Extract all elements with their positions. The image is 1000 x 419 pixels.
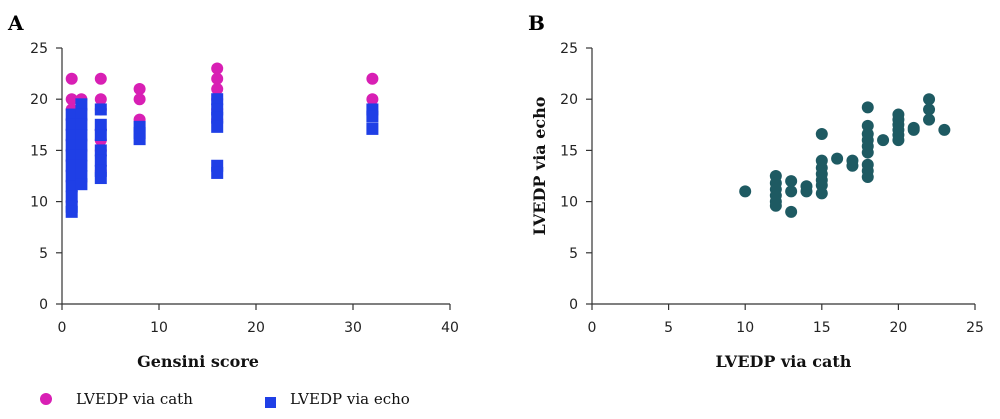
panel-b-y-tick-label: 0 [569, 297, 578, 313]
panel-b-x-tick-label: 0 [588, 320, 597, 336]
panel-a-point-lvedp-via-cath [211, 82, 224, 95]
panel-a-point-lvedp-via-cath [65, 72, 78, 85]
panel-b-point-series-0 [800, 185, 813, 198]
panel-b-point-series-0 [877, 134, 890, 147]
panel-a-point-lvedp-via-echo [366, 122, 379, 135]
panel-b-point-series-0 [892, 134, 905, 147]
panel-b-point-series-0 [785, 185, 798, 198]
panel-a-x-tick-label: 40 [441, 320, 459, 336]
panel-b-point-series-0 [769, 199, 782, 212]
panel-a-point-lvedp-via-echo [65, 108, 78, 121]
panel-a-point-lvedp-via-echo [65, 129, 78, 142]
panel-a-point-lvedp-via-cath [94, 72, 107, 85]
panel-b-y-tick-label: 15 [560, 143, 578, 159]
panel-a-point-lvedp-via-echo [75, 98, 88, 111]
legend-echo-marker [265, 397, 276, 408]
panel-b-x-axis-title: LVEDP via cath [716, 352, 852, 371]
panel-b-point-series-0 [785, 205, 798, 218]
panel-a-point-lvedp-via-echo [133, 133, 146, 146]
panel-b-point-series-0 [861, 101, 874, 114]
panel-b-x-tick-label: 20 [889, 320, 907, 336]
panel-b-point-series-0 [831, 152, 844, 165]
legend-cath-label: LVEDP via cath [76, 390, 193, 408]
panel-a-y-tick-label: 10 [30, 195, 48, 211]
panel-a-point-lvedp-via-cath [211, 72, 224, 85]
panel-a-point-lvedp-via-echo [65, 190, 78, 203]
panel-b-point-series-0 [923, 93, 936, 106]
panel-a-point-lvedp-via-echo [211, 93, 224, 106]
panel-a-point-lvedp-via-echo [65, 149, 78, 162]
panel-a-point-lvedp-via-echo [65, 159, 78, 172]
panel-a-y-tick-label: 15 [30, 143, 48, 159]
panel-a-y-tick-label: 25 [30, 41, 48, 57]
panel-a-point-lvedp-via-echo [211, 166, 224, 179]
panel-a-letter: A [7, 11, 24, 35]
panel-a-point-lvedp-via-echo [75, 139, 88, 152]
panel-a-point-lvedp-via-cath [133, 82, 146, 95]
panel-a-chart: 0 10 20 30 40 0 5 10 15 20 25 Gensini score [30, 41, 459, 371]
panel-a-point-lvedp-via-echo [75, 108, 88, 121]
panel-b-point-series-0 [907, 123, 920, 136]
panel-a-point-lvedp-via-echo [65, 205, 78, 218]
panel-b-letter: B [528, 11, 545, 35]
panel-a-point-lvedp-via-echo [94, 129, 107, 142]
panel-a-point-lvedp-via-echo [94, 103, 107, 116]
panel-b-x-tick-label: 5 [664, 320, 673, 336]
panel-b-y-tick-label: 10 [560, 195, 578, 211]
panel-b-point-series-0 [923, 103, 936, 116]
panel-b-point-series-0 [739, 185, 752, 198]
panel-a-point-lvedp-via-echo [94, 144, 107, 157]
panel-b-point-series-0 [785, 175, 798, 188]
panel-a-point-lvedp-via-echo [75, 118, 88, 131]
panel-b-point-series-0 [815, 128, 828, 141]
legend: LVEDP via cath LVEDP via echo [40, 390, 410, 408]
panel-a-x-tick-label: 20 [247, 320, 265, 336]
panel-a-point-lvedp-via-echo [65, 170, 78, 182]
panel-b-x-tick-label: 25 [966, 320, 984, 336]
panel-a-point-lvedp-via-echo [75, 129, 88, 142]
panel-b-point-series-0 [815, 187, 828, 200]
panel-a-point-lvedp-via-echo [65, 180, 78, 193]
panel-a-x-tick-label: 0 [58, 320, 67, 336]
panel-a-x-axis-title: Gensini score [137, 352, 259, 371]
panel-a-point-lvedp-via-echo [65, 118, 78, 131]
panel-a-point-lvedp-via-echo [65, 139, 78, 152]
panel-b-point-series-0 [938, 123, 951, 136]
panel-b-point-series-0 [861, 146, 874, 159]
panel-b-y-tick-label: 25 [560, 41, 578, 57]
panel-a-x-tick-label: 10 [150, 320, 168, 336]
panel-a-y-tick-label: 20 [30, 92, 48, 108]
panel-a-point-lvedp-via-echo [94, 118, 107, 131]
panel-b-chart: 0 5 10 15 20 25 0 5 10 15 20 25 LVEDP via cath LVEDP … [530, 41, 984, 371]
panel-a-point-lvedp-via-cath [366, 93, 379, 106]
legend-echo-label: LVEDP via echo [290, 390, 410, 408]
panel-a-point-lvedp-via-cath [94, 93, 107, 106]
panel-b-point-series-0 [846, 159, 859, 172]
panel-a-point-lvedp-via-echo [211, 111, 224, 124]
panel-b-y-axis-title: LVEDP via echo [530, 96, 549, 235]
panel-b-point-series-0 [861, 171, 874, 184]
panel-a-x-tick-label: 30 [344, 320, 362, 336]
panel-a-point-lvedp-via-cath [211, 62, 224, 75]
legend-cath-marker [40, 393, 52, 405]
panel-a-y-tick-label: 0 [39, 297, 48, 313]
panel-b-x-tick-label: 10 [736, 320, 754, 336]
panel-a-y-tick-label: 5 [39, 246, 48, 262]
panel-a-point-lvedp-via-echo [94, 172, 107, 185]
panel-b-point-series-0 [923, 113, 936, 126]
panel-a-point-lvedp-via-echo [75, 149, 88, 162]
panel-a-point-lvedp-via-echo [75, 159, 88, 172]
panel-a-point-lvedp-via-cath [366, 72, 379, 85]
panel-a-point-lvedp-via-echo [211, 120, 224, 133]
panel-a-point-lvedp-via-cath [133, 93, 146, 106]
panel-a-point-lvedp-via-cath [65, 93, 78, 106]
panel-a-point-lvedp-via-echo [75, 178, 88, 191]
panel-b-y-tick-label: 20 [560, 92, 578, 108]
panel-b-x-tick-label: 15 [813, 320, 831, 336]
panel-b-y-tick-label: 5 [569, 246, 578, 262]
panel-a-point-lvedp-via-echo [133, 120, 146, 133]
panel-a-point-lvedp-via-echo [94, 154, 107, 167]
panel-a-point-lvedp-via-echo [366, 110, 379, 123]
